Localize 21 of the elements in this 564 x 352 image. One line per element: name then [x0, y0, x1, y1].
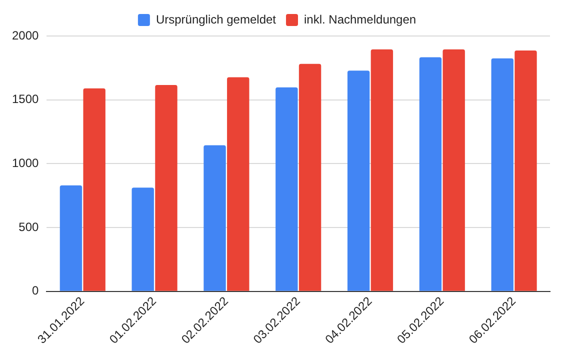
bar [276, 87, 298, 291]
y-tick-label: 0 [32, 284, 40, 298]
legend-label: Ursprünglich gemeldet [156, 12, 277, 26]
bar [227, 77, 250, 291]
y-tick-label: 2000 [12, 28, 40, 42]
bar [419, 57, 442, 291]
y-tick-label: 1500 [12, 92, 40, 106]
legend-label: inkl. Nachmeldungen [304, 12, 416, 26]
bar [347, 70, 370, 291]
bar [442, 49, 465, 291]
y-tick-label: 1000 [12, 156, 40, 170]
bar [60, 185, 82, 291]
bar [491, 58, 514, 291]
bar [298, 64, 322, 291]
bar [370, 49, 394, 291]
bar [204, 145, 226, 291]
bar [132, 188, 154, 291]
bar [514, 50, 537, 291]
bar [83, 88, 106, 291]
y-tick-label: 500 [18, 220, 40, 234]
bar [155, 85, 178, 291]
